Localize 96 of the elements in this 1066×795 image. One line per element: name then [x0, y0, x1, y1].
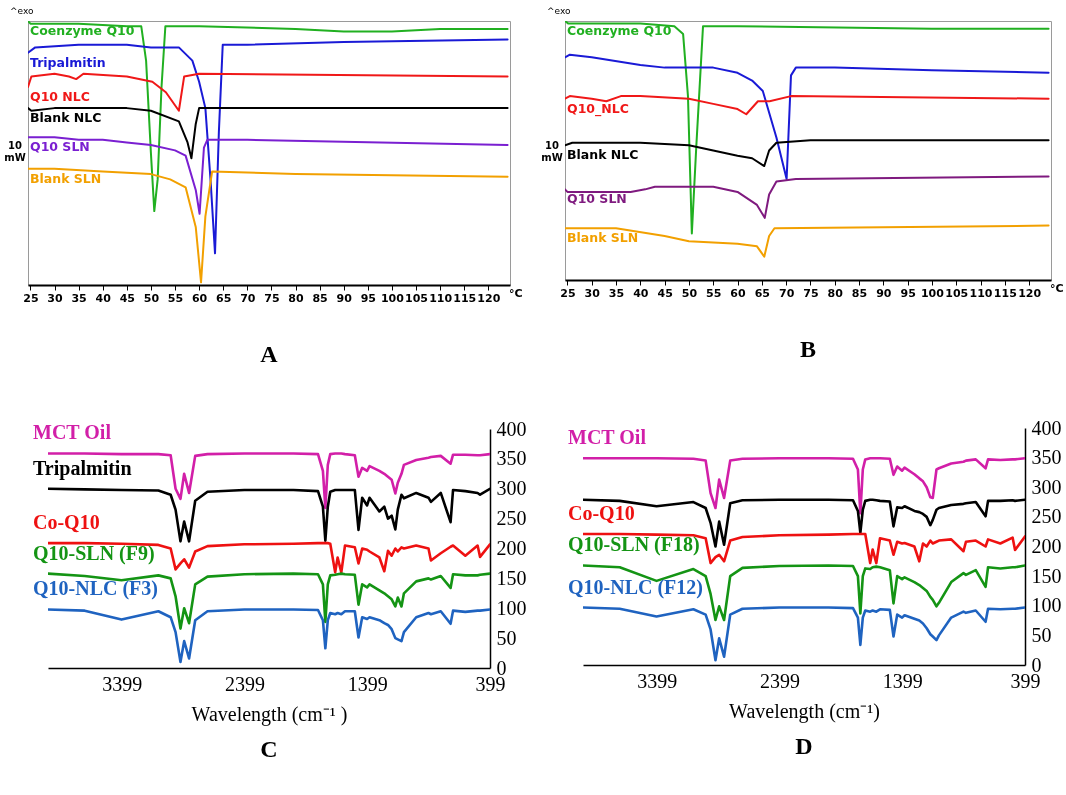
series-label: MCT Oil: [568, 426, 647, 449]
x-tick-label: 90: [336, 291, 353, 305]
y-tick-label: 250: [496, 507, 527, 530]
series-label: Tripalmitin: [30, 54, 106, 70]
x-tick-label: 95: [900, 286, 916, 300]
x-tick-label: 35: [71, 291, 87, 305]
x-tick-label: 45: [119, 291, 135, 305]
y-tick-label: 200: [496, 537, 527, 559]
series-label: Co-Q10: [568, 502, 635, 525]
series-label: Q10_NLC: [567, 100, 629, 117]
line-series: [48, 608, 490, 664]
x-tick-label: 2399: [759, 669, 800, 692]
series-label: Q10 SLN: [567, 191, 627, 207]
y-tick-label: 100: [1031, 594, 1062, 617]
x-tick-label: 105: [945, 286, 969, 300]
text: ^exo: [547, 6, 571, 16]
x-tick-label: 35: [608, 286, 625, 300]
text: D: [795, 733, 813, 759]
series-label: Coenzyme Q10: [30, 23, 135, 38]
series-label: Coenzyme Q10: [567, 23, 672, 38]
y-tick-label: 350: [1031, 446, 1062, 469]
y-tick-label: 400: [496, 417, 527, 440]
y-tick-label: 200: [1031, 535, 1062, 557]
x-tick-label: 65: [216, 291, 232, 305]
x-tick-label: 65: [754, 286, 770, 300]
x-tick-label: 70: [240, 291, 256, 305]
x-tick-label: 1399: [882, 669, 923, 692]
y-tick-label: 150: [1031, 564, 1062, 587]
series-label: Q10 NLC: [30, 89, 90, 104]
text: A: [260, 341, 279, 367]
series-label: Q10 SLN: [30, 139, 90, 155]
x-tick-label: 30: [47, 291, 64, 305]
series-label: Blank SLN: [30, 170, 102, 186]
text: °C: [1050, 282, 1064, 295]
y-tick-label: 300: [1031, 475, 1062, 498]
series-label: Q10-SLN (F18): [568, 533, 700, 557]
series-label: Q10-SLN (F9): [33, 541, 155, 565]
text: C: [260, 736, 278, 762]
x-tick-label: 55: [167, 291, 184, 305]
y-tick-label: 350: [496, 447, 527, 470]
x-axis-title: Wavelength (cm⁻¹): [729, 699, 880, 723]
y-tick-label: 50: [1031, 623, 1052, 646]
text: 10 mW: [541, 140, 563, 163]
x-tick-label: 25: [560, 286, 576, 300]
x-tick-label: 40: [95, 291, 112, 305]
series-label: Q10-NLC (F12): [568, 575, 703, 599]
x-tick-label: 70: [778, 286, 795, 300]
x-tick-label: 30: [584, 286, 601, 300]
x-tick-label: 120: [1018, 286, 1042, 300]
series-label: Tripalmitin: [33, 456, 132, 480]
series-label: Blank NLC: [30, 110, 102, 126]
x-tick-label: 90: [876, 286, 892, 300]
y-tick-label: 300: [496, 477, 527, 500]
x-tick-label: 85: [851, 286, 868, 300]
x-tick-label: 120: [477, 291, 501, 305]
series-label: Q10-NLC (F3): [33, 577, 158, 601]
line-series: [583, 606, 1025, 662]
y-tick-label: 400: [1031, 416, 1062, 439]
y-tick-label: 50: [496, 626, 517, 649]
x-tick-label: 50: [143, 291, 160, 305]
x-tick-label: 80: [827, 286, 844, 300]
x-tick-label: 40: [633, 286, 649, 300]
x-tick-label: 100: [380, 291, 405, 305]
x-tick-label: 55: [706, 286, 722, 300]
x-tick-label: 80: [288, 291, 305, 305]
y-tick-label: 250: [1031, 505, 1062, 528]
y-tick-label: 100: [496, 596, 527, 619]
x-tick-label: 105: [405, 291, 428, 305]
x-tick-label: 115: [993, 286, 1017, 300]
x-tick-label: 60: [191, 291, 208, 305]
series-label: Blank NLC: [567, 147, 639, 163]
x-tick-label: 3399: [102, 672, 143, 695]
x-tick-label: 115: [453, 291, 477, 305]
series-label: Blank SLN: [567, 230, 639, 246]
series-label: Co-Q10: [33, 511, 100, 534]
x-tick-label: 95: [360, 291, 376, 305]
text: °C: [509, 287, 523, 300]
x-tick-label: 2399: [224, 672, 265, 695]
series-label: MCT Oil: [33, 421, 112, 444]
y-tick-label: 150: [496, 566, 527, 589]
text: B: [799, 336, 817, 362]
x-tick-label: 60: [730, 286, 747, 300]
x-tick-label: 25: [23, 291, 39, 305]
text: ^exo: [10, 6, 34, 16]
x-tick-label: 3399: [637, 669, 678, 692]
x-tick-label: 50: [681, 286, 698, 300]
x-tick-label: 100: [920, 286, 945, 300]
x-axis-title: Wavelength (cm⁻¹ ): [191, 702, 348, 726]
x-tick-label: 85: [312, 291, 328, 305]
x-tick-label: 1399: [347, 672, 388, 695]
text: 10 mW: [4, 140, 26, 163]
x-tick-label: 110: [429, 291, 453, 305]
x-tick-label: 110: [969, 286, 993, 300]
x-tick-label: 45: [657, 286, 673, 300]
x-tick-label: 75: [264, 291, 280, 305]
x-tick-label: 75: [803, 286, 819, 300]
